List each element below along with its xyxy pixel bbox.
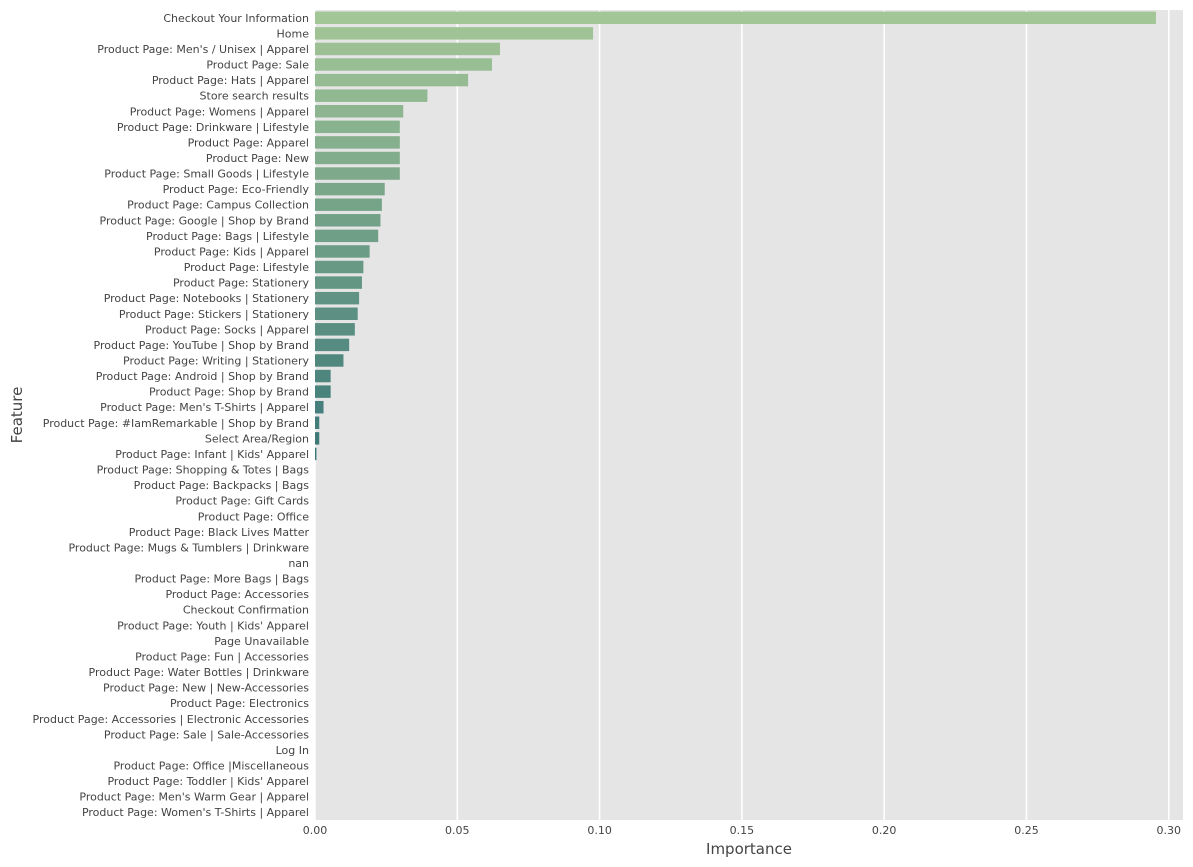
bar <box>315 182 385 196</box>
y-tick-label: Product Page: Black Lives Matter <box>129 526 310 539</box>
y-tick-label: Product Page: Office |Miscellaneous <box>113 759 309 772</box>
y-tick-label: Product Page: New | New-Accessories <box>103 682 309 695</box>
bar <box>315 27 594 40</box>
y-tick-label: Log In <box>276 744 309 757</box>
y-tick-label: Checkout Your Information <box>163 12 309 25</box>
y-tick-label: Product Page: Men's Warm Gear | Apparel <box>79 791 309 804</box>
bar <box>315 73 469 87</box>
y-tick-label: Product Page: #IamRemarkable | Shop by B… <box>43 417 309 430</box>
y-tick-label: Product Page: Shopping & Totes | Bags <box>97 464 310 477</box>
x-axis-title: Importance <box>706 840 792 858</box>
y-tick-label: Product Page: Mugs & Tumblers | Drinkwar… <box>68 541 309 554</box>
y-tick-label: Product Page: Sale | Sale-Accessories <box>104 728 309 741</box>
y-tick-label: Store search results <box>200 90 310 103</box>
bar <box>315 447 317 461</box>
y-tick-label: Product Page: Men's / Unisex | Apparel <box>97 43 309 56</box>
bar <box>315 400 324 414</box>
bar <box>315 120 400 134</box>
x-tick-labels: 0.00 0.05 0.10 0.15 0.20 0.25 0.30 <box>303 824 1181 837</box>
y-tick-label: Product Page: Notebooks | Stationery <box>104 292 310 305</box>
bar <box>315 42 500 56</box>
bar <box>315 58 493 71</box>
y-tick-label: Product Page: Stationery <box>173 277 309 290</box>
y-tick-label: Product Page: Sale <box>206 59 309 72</box>
y-tick-label: Product Page: Shop by Brand <box>149 386 309 399</box>
y-tick-label: Checkout Confirmation <box>183 604 309 617</box>
y-tick-label: Product Page: Electronics <box>170 697 309 710</box>
bar <box>315 260 364 274</box>
y-tick-label: Home <box>277 27 310 40</box>
y-tick-labels: Checkout Your Information Home Product Pag… <box>33 12 310 819</box>
grid-lines <box>314 10 1170 820</box>
x-tick-label: 0.30 <box>1157 824 1182 837</box>
bars <box>315 11 1156 461</box>
y-tick-label: Product Page: Men's T-Shirts | Apparel <box>100 401 309 414</box>
x-tick-label: 0.10 <box>587 824 612 837</box>
y-tick-label: Product Page: Socks | Apparel <box>145 323 309 336</box>
x-tick-label: 0.20 <box>872 824 897 837</box>
bar <box>315 323 355 336</box>
y-tick-label: Product Page: Google | Shop by Brand <box>100 214 310 227</box>
y-tick-label: Page Unavailable <box>214 635 309 648</box>
y-tick-label: Product Page: Women's T-Shirts | Apparel <box>82 806 309 819</box>
y-tick-label: Product Page: YouTube | Shop by Brand <box>94 339 309 352</box>
plot-background <box>315 10 1183 820</box>
bar <box>315 276 362 289</box>
y-tick-label: Product Page: Android | Shop by Brand <box>96 370 309 383</box>
y-tick-label: nan <box>288 557 309 570</box>
bar <box>315 11 1156 25</box>
x-tick-label: 0.15 <box>730 824 755 837</box>
y-tick-label: Product Page: Youth | Kids' Apparel <box>117 619 309 632</box>
y-tick-label: Product Page: More Bags | Bags <box>134 573 309 586</box>
bar <box>315 245 370 258</box>
y-tick-label: Select Area/Region <box>205 432 309 445</box>
bar <box>315 229 379 243</box>
bar <box>315 198 382 211</box>
y-tick-label: Product Page: Toddler | Kids' Apparel <box>107 775 309 788</box>
y-tick-label: Product Page: Stickers | Stationery <box>119 308 310 321</box>
bar <box>315 151 400 165</box>
y-tick-label: Product Page: Gift Cards <box>175 495 309 508</box>
y-tick-label: Product Page: Backpacks | Bags <box>134 479 310 492</box>
bar <box>315 89 428 102</box>
y-tick-label: Product Page: Writing | Stationery <box>123 354 309 367</box>
y-axis-title: Feature <box>8 387 26 444</box>
y-tick-label: Product Page: Kids | Apparel <box>154 245 309 258</box>
y-tick-label: Product Page: Apparel <box>188 136 309 149</box>
y-tick-label: Product Page: Accessories | Electronic A… <box>33 713 310 726</box>
y-tick-label: Product Page: Campus Collection <box>127 199 309 212</box>
bar <box>315 214 381 227</box>
x-tick-label: 0.25 <box>1014 824 1039 837</box>
y-tick-label: Product Page: Office <box>198 510 309 523</box>
bar <box>315 338 350 352</box>
y-tick-label: Product Page: Hats | Apparel <box>152 74 309 87</box>
bar <box>315 416 320 430</box>
y-tick-label: Product Page: Womens | Apparel <box>130 105 309 118</box>
bar <box>315 307 358 320</box>
y-tick-label: Product Page: Fun | Accessories <box>135 650 309 663</box>
y-tick-label: Product Page: Bags | Lifestyle <box>146 230 309 243</box>
y-tick-label: Product Page: Small Goods | Lifestyle <box>104 168 309 181</box>
bar <box>315 369 331 383</box>
bar <box>315 136 400 149</box>
bar <box>315 354 344 367</box>
bar <box>315 385 331 398</box>
y-tick-label: Product Page: Infant | Kids' Apparel <box>115 448 309 461</box>
bar <box>315 432 320 445</box>
y-tick-label: Product Page: Lifestyle <box>184 261 310 274</box>
y-tick-label: Product Page: New <box>206 152 309 165</box>
x-tick-label: 0.05 <box>445 824 470 837</box>
y-tick-label: Product Page: Drinkware | Lifestyle <box>117 121 309 134</box>
bar <box>315 167 400 180</box>
x-tick-label: 0.00 <box>303 824 328 837</box>
bar <box>315 105 404 118</box>
bar <box>315 291 360 305</box>
y-tick-label: Product Page: Eco-Friendly <box>163 183 310 196</box>
y-tick-label: Product Page: Water Bottles | Drinkware <box>89 666 310 679</box>
y-tick-label: Product Page: Accessories <box>165 588 309 601</box>
